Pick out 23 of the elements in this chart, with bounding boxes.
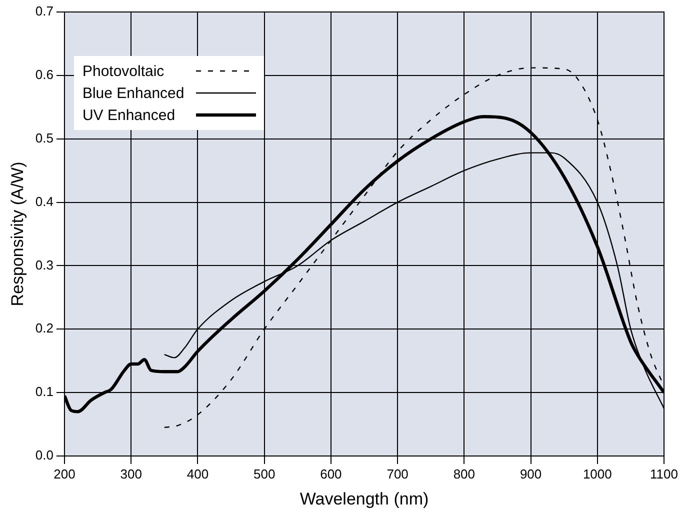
y-tick-label: 0.7 bbox=[35, 4, 54, 19]
x-tick-label: 800 bbox=[453, 466, 476, 482]
y-tick-label: 0.1 bbox=[35, 384, 54, 400]
y-tick-label: 0.5 bbox=[35, 130, 54, 146]
y-tick-label: 0.2 bbox=[35, 320, 54, 336]
x-tick-label: 500 bbox=[253, 466, 276, 482]
y-tick-label: 0.4 bbox=[35, 194, 54, 209]
legend-label: Blue Enhanced bbox=[82, 84, 184, 102]
y-tick-label: 0.3 bbox=[35, 257, 54, 272]
x-tick-label: 1100 bbox=[650, 466, 678, 482]
x-axis-title: Wavelength (nm) bbox=[300, 489, 429, 508]
x-tick-label: 600 bbox=[320, 466, 342, 482]
y-tick-label: 0.6 bbox=[35, 67, 54, 82]
legend-label: Photovoltaic bbox=[82, 62, 164, 80]
x-tick-label: 1000 bbox=[582, 466, 612, 482]
x-tick-label: 400 bbox=[186, 466, 209, 482]
x-tick-label: 900 bbox=[520, 466, 542, 482]
y-tick-label: 0.0 bbox=[35, 448, 54, 463]
y-axis-title: Responsivity (A/W) bbox=[8, 162, 27, 306]
x-tick-label: 200 bbox=[54, 466, 76, 482]
x-tick-label: 700 bbox=[386, 466, 408, 482]
legend-label: UV Enhanced bbox=[82, 106, 176, 124]
x-tick-label: 300 bbox=[120, 466, 142, 482]
